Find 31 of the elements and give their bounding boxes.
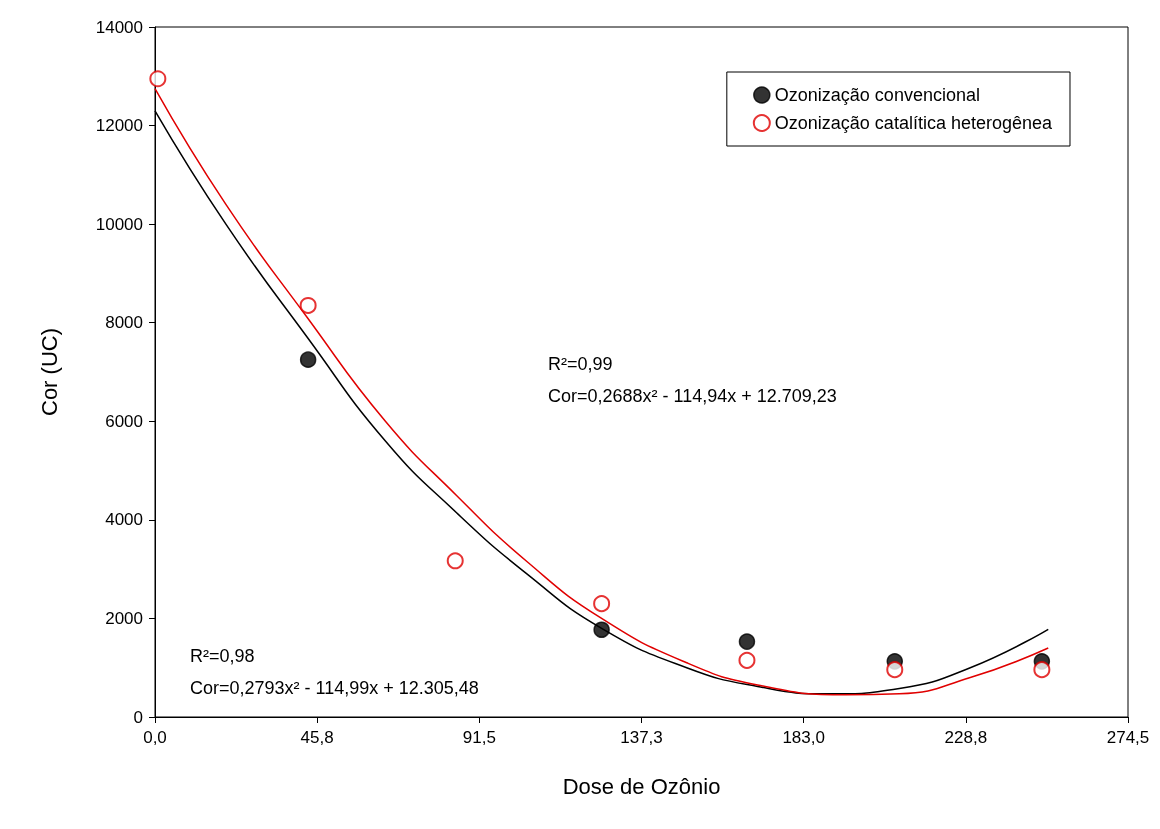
y-axis-title: Cor (UC) [36, 328, 62, 416]
y-tick-label: 6000 [105, 411, 143, 431]
annotation: R²=0,98 Cor=0,2793x² - 114,99x + 12.305,48 [190, 646, 479, 698]
y-tick-label: 14000 [95, 17, 143, 37]
x-tick-label: 137,3 [620, 728, 663, 747]
y-tick-label: 2000 [105, 608, 143, 628]
x-tick-label: 183,0 [782, 728, 825, 747]
point [593, 595, 611, 613]
x-tick-label: 274,5 [1106, 728, 1150, 747]
point [593, 621, 610, 639]
y-tick-label: 10000 [95, 214, 143, 234]
x-tick-label: 45,8 [300, 728, 334, 747]
x-axis-title: Dose de Ozônio [562, 773, 721, 799]
point [886, 661, 904, 679]
point [738, 633, 756, 650]
y-tick-label: 12000 [95, 116, 143, 136]
point [1033, 661, 1051, 679]
y-tick-label: 0 [133, 707, 143, 727]
legend-label: Ozonização convencional [774, 85, 980, 105]
point [149, 70, 167, 88]
point [299, 296, 317, 314]
point [446, 552, 464, 570]
legend-label: Ozonização catalítica heterogênea [774, 113, 1053, 133]
y-tick-label: 4000 [105, 510, 143, 530]
x-tick-label: 0,0 [143, 728, 167, 747]
x-tick-label: 228,8 [944, 728, 988, 747]
x-tick-label: 91,5 [462, 728, 496, 747]
point [299, 351, 317, 368]
y-tick-label: 8000 [105, 313, 143, 333]
point [738, 651, 756, 669]
annotation: R²=0,99 Cor=0,2688x² - 114,94x + 12.709,23 [548, 354, 837, 406]
